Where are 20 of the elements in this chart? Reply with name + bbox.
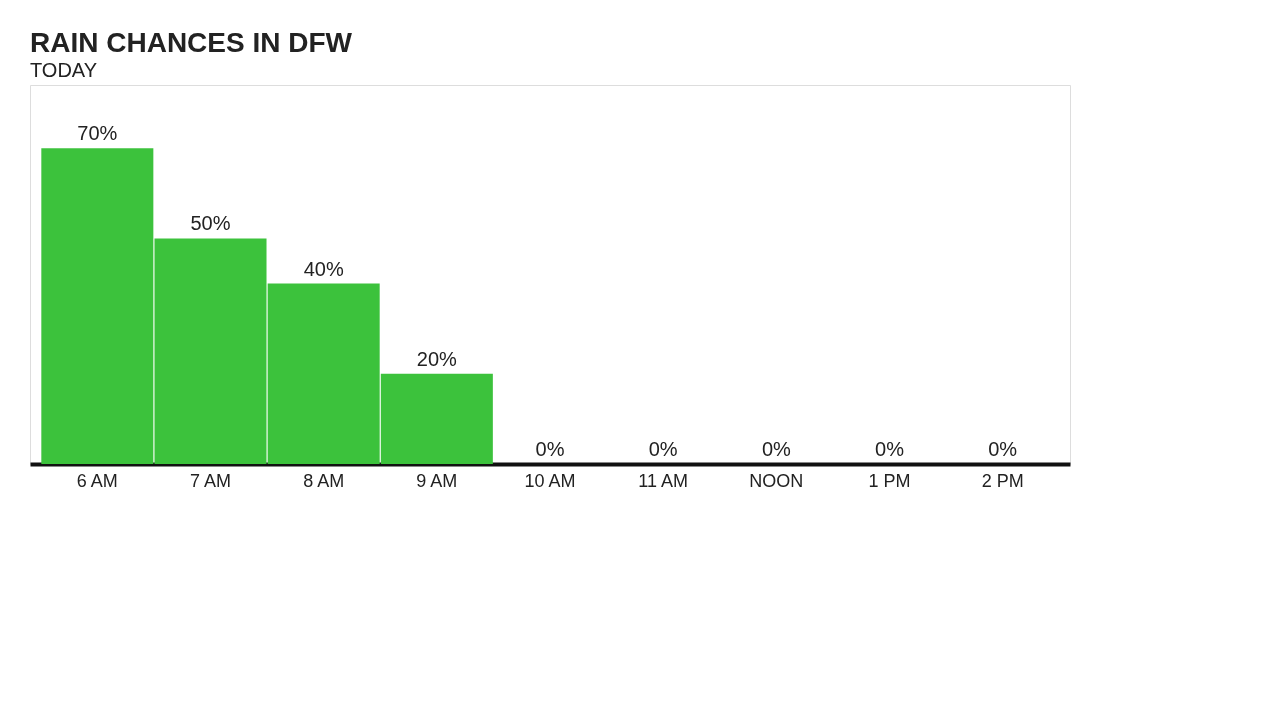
x-tick-label: 11 AM	[638, 470, 689, 491]
x-tick-label: 9 AM	[416, 470, 458, 491]
x-tick-label: 6 AM	[76, 470, 118, 491]
x-tick-label: 8 AM	[303, 470, 345, 491]
data-label: 0%	[988, 438, 1018, 460]
x-tick-label: 2 PM	[981, 470, 1024, 491]
data-label: 0%	[648, 438, 678, 460]
x-tick-label: NOON	[749, 470, 804, 491]
data-label: 0%	[761, 438, 791, 460]
data-label: 0%	[535, 438, 565, 460]
x-tick-label: 1 PM	[868, 470, 911, 491]
data-label: 0%	[875, 438, 905, 460]
data-label: 20%	[416, 347, 458, 370]
x-tick-label: 7 AM	[189, 470, 232, 491]
data-label: 70%	[77, 122, 118, 145]
x-tick-label: 10 AM	[524, 470, 576, 491]
data-label: 40%	[303, 257, 344, 280]
data-label: 50%	[190, 212, 231, 235]
chart-subtitle: TODAY	[30, 59, 98, 81]
chart-title: RAIN CHANCES IN DFW	[30, 27, 353, 58]
